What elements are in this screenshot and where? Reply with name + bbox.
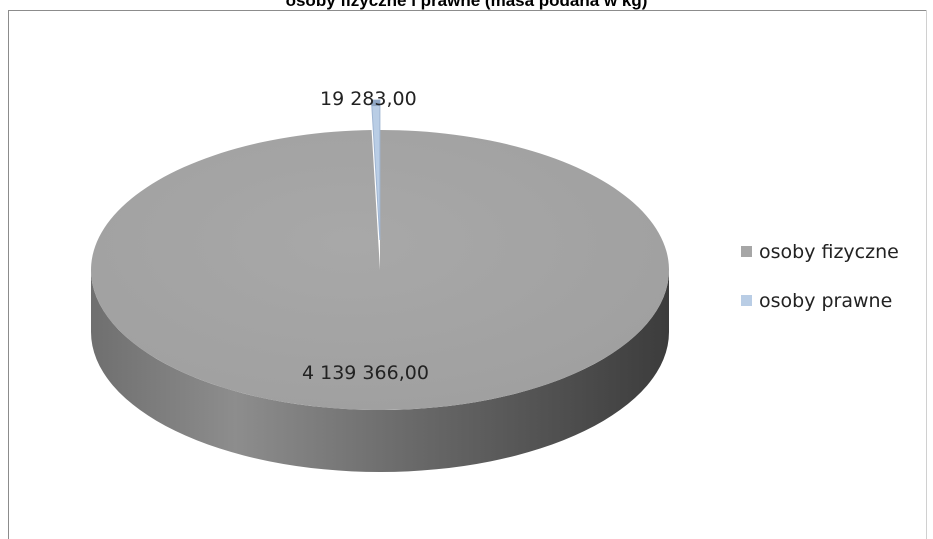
legend-label-osoby-fizyczne: osoby fizyczne	[759, 240, 899, 263]
legend-item-osoby-prawne: osoby prawne	[741, 287, 899, 314]
legend-label-osoby-prawne: osoby prawne	[759, 289, 893, 312]
pie-top-face	[91, 99, 670, 410]
chart-title: osoby fizyczne i prawne (masa podana w k…	[285, 0, 648, 10]
data-label-osoby-fizyczne: 4 139 366,00	[302, 362, 429, 384]
legend: osoby fizyczne osoby prawne	[741, 238, 899, 336]
pie-side-wall	[91, 270, 669, 472]
pie-side-osoby-fizyczne	[91, 270, 669, 472]
legend-swatch-osoby-fizyczne	[741, 246, 752, 257]
pie-slice-osoby-fizyczne	[91, 130, 670, 410]
chart-frame-right	[926, 10, 927, 539]
pie-slice-edge-osoby-prawne	[371, 100, 380, 107]
chart-frame-top	[8, 10, 926, 11]
legend-item-osoby-fizyczne: osoby fizyczne	[741, 238, 899, 265]
legend-swatch-osoby-prawne	[741, 295, 752, 306]
chart-frame-left	[8, 10, 9, 539]
data-label-osoby-prawne: 19 283,00	[320, 88, 417, 110]
